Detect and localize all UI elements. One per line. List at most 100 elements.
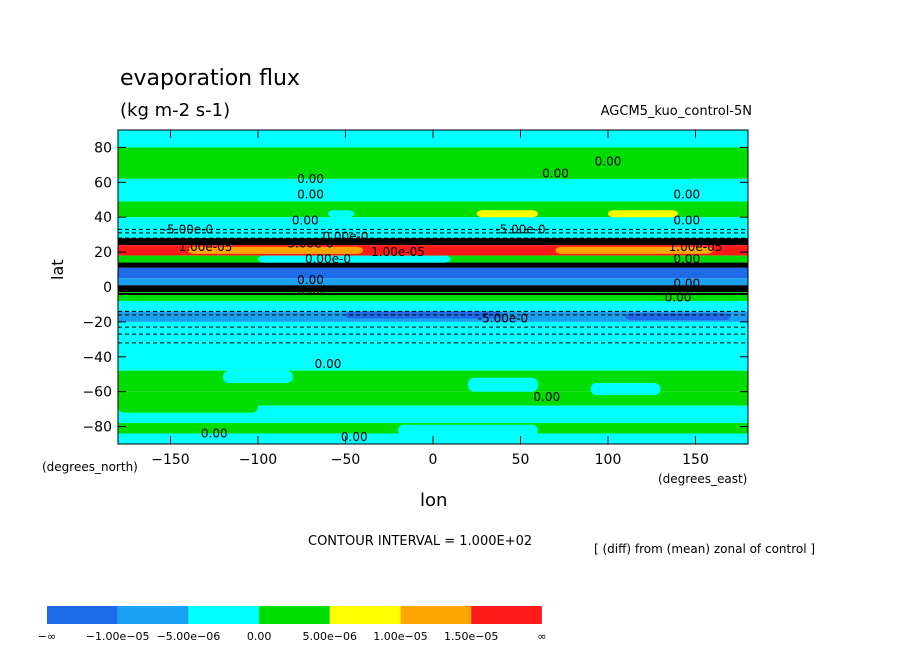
contour-label: 0.00: [292, 214, 319, 228]
contour-patch: [258, 255, 451, 263]
contour-patch: [118, 400, 258, 413]
y-tick-label: 0: [103, 280, 112, 296]
y-tick-label: 40: [94, 210, 112, 226]
contour-label: 0.00: [673, 252, 700, 266]
contour-patch: [468, 377, 538, 392]
dataset-label: AGCM5_kuo_control-5N: [600, 104, 752, 119]
x-tick-label: −150: [151, 452, 189, 468]
contour-label: 0.00: [297, 283, 324, 297]
contour-label: 1.00e-05: [179, 240, 233, 254]
chart-title: evaporation flux: [120, 66, 300, 91]
contour-label: 0.00: [297, 172, 324, 186]
contour-patch: [590, 382, 661, 396]
contour-band: [118, 267, 748, 279]
colorbar-label: 1.50e−05: [444, 630, 498, 643]
contour-label: 1.00e-05: [371, 245, 425, 259]
y-tick-label: −60: [82, 385, 112, 401]
contour-patch: [188, 246, 363, 254]
colorbar-swatch: [400, 606, 472, 624]
contour-patch: [476, 210, 538, 218]
contour-label: 0.00: [201, 427, 228, 441]
contour-label: 0.00: [297, 188, 324, 202]
x-tick-label: 50: [512, 452, 530, 468]
x-axis: −150 −100 −50 0 50 100 150: [151, 130, 709, 468]
contour-band: [118, 238, 748, 246]
x-axis-label: lon: [420, 490, 448, 511]
x-tick-label: 100: [595, 452, 622, 468]
contour-band: [118, 278, 748, 286]
colorbar-swatch: [471, 606, 542, 624]
diff-note: [ (diff) from (mean) zonal of control ]: [594, 542, 816, 556]
colorbar-label: 0.00: [247, 630, 272, 643]
contour-patches: [118, 156, 731, 436]
contour-label: -5.00e-0: [495, 222, 545, 236]
contour-band: [118, 201, 748, 218]
colorbar-label: ∞: [537, 630, 546, 643]
y-axis-units: (degrees_north): [42, 460, 138, 474]
contour-interval: CONTOUR INTERVAL = 1.000E+02: [308, 534, 533, 549]
colorbar: −∞ −1.00e−05 −5.00e−06 0.00 5.00e−06 1.00e−05…: [38, 606, 546, 643]
contour-label: 0.00e-0: [322, 229, 368, 243]
colorbar-swatch: [329, 606, 401, 624]
colorbar-swatch: [259, 606, 330, 624]
contour-label: -5.00e-0: [163, 222, 213, 236]
contour-band: [118, 245, 748, 256]
colorbar-swatch: [47, 606, 118, 624]
contour-patch: [625, 313, 731, 321]
contour-patch: [345, 311, 503, 319]
contour-label: 0.00: [673, 214, 700, 228]
colorbar-swatch: [117, 606, 189, 624]
dashed-contours: [118, 228, 748, 344]
contour-band: [118, 292, 748, 301]
x-tick-label: 150: [682, 452, 709, 468]
heavy-contours: [118, 242, 748, 295]
contour-band: [118, 285, 748, 293]
y-tick-label: 20: [94, 245, 112, 261]
contour-label: 5.00e-0: [287, 236, 333, 250]
contour-band: [118, 300, 748, 312]
contour-patch: [205, 342, 258, 361]
contour-patch: [555, 246, 713, 254]
y-tick-label: 60: [94, 175, 112, 191]
contour-patch: [223, 370, 293, 383]
contour-band: [118, 217, 748, 226]
contour-label: 0.00: [542, 167, 569, 181]
contour-label: -5.00e-0: [478, 311, 528, 325]
y-tick-label: −40: [82, 350, 112, 366]
colorbar-label: −∞: [38, 630, 56, 643]
contour-labels: 0.000.000.000.00 0.000.000.00-5.00e-0 -5.0…: [163, 154, 723, 444]
contour-patch: [555, 161, 696, 179]
contour-label: 0.00: [595, 154, 622, 168]
chart-subtitle: (kg m-2 s-1): [120, 100, 231, 121]
contour-label: 0.00: [673, 277, 700, 291]
contour-label: 0.00: [315, 357, 342, 371]
y-tick-label: −20: [82, 315, 112, 331]
contour-patch: [398, 424, 538, 436]
contour-patch: [170, 156, 363, 178]
contour-band: [118, 391, 748, 406]
x-axis-units: (degrees_east): [658, 472, 748, 486]
contour-label: 0.00: [297, 273, 324, 287]
y-axis: −80 −60 −40 −20 0 20 40 60 80: [82, 140, 748, 436]
contour-patch: [608, 210, 678, 218]
contour-label: 0.00: [673, 188, 700, 202]
contour-label: 0.00e-0: [305, 252, 351, 266]
contour-label: 1.00e-05: [669, 240, 723, 254]
colorbar-swatch: [188, 606, 260, 624]
x-tick-label: −100: [239, 452, 277, 468]
contour-band: [118, 405, 748, 424]
x-tick-label: −50: [331, 452, 361, 468]
y-axis-label: lat: [48, 259, 67, 280]
colorbar-label: −5.00e−06: [157, 630, 221, 643]
y-tick-label: 80: [94, 140, 112, 156]
contour-label: 0.00: [341, 430, 368, 444]
contour-label: 0.00: [665, 290, 692, 304]
contour-label: 0.00: [533, 390, 560, 404]
contour-band: [118, 178, 748, 202]
y-tick-label: −80: [82, 420, 112, 436]
contour-patch: [328, 210, 355, 218]
colorbar-label: −1.00e−05: [86, 630, 150, 643]
x-tick-label: 0: [429, 452, 438, 468]
contour-band: [118, 130, 748, 148]
